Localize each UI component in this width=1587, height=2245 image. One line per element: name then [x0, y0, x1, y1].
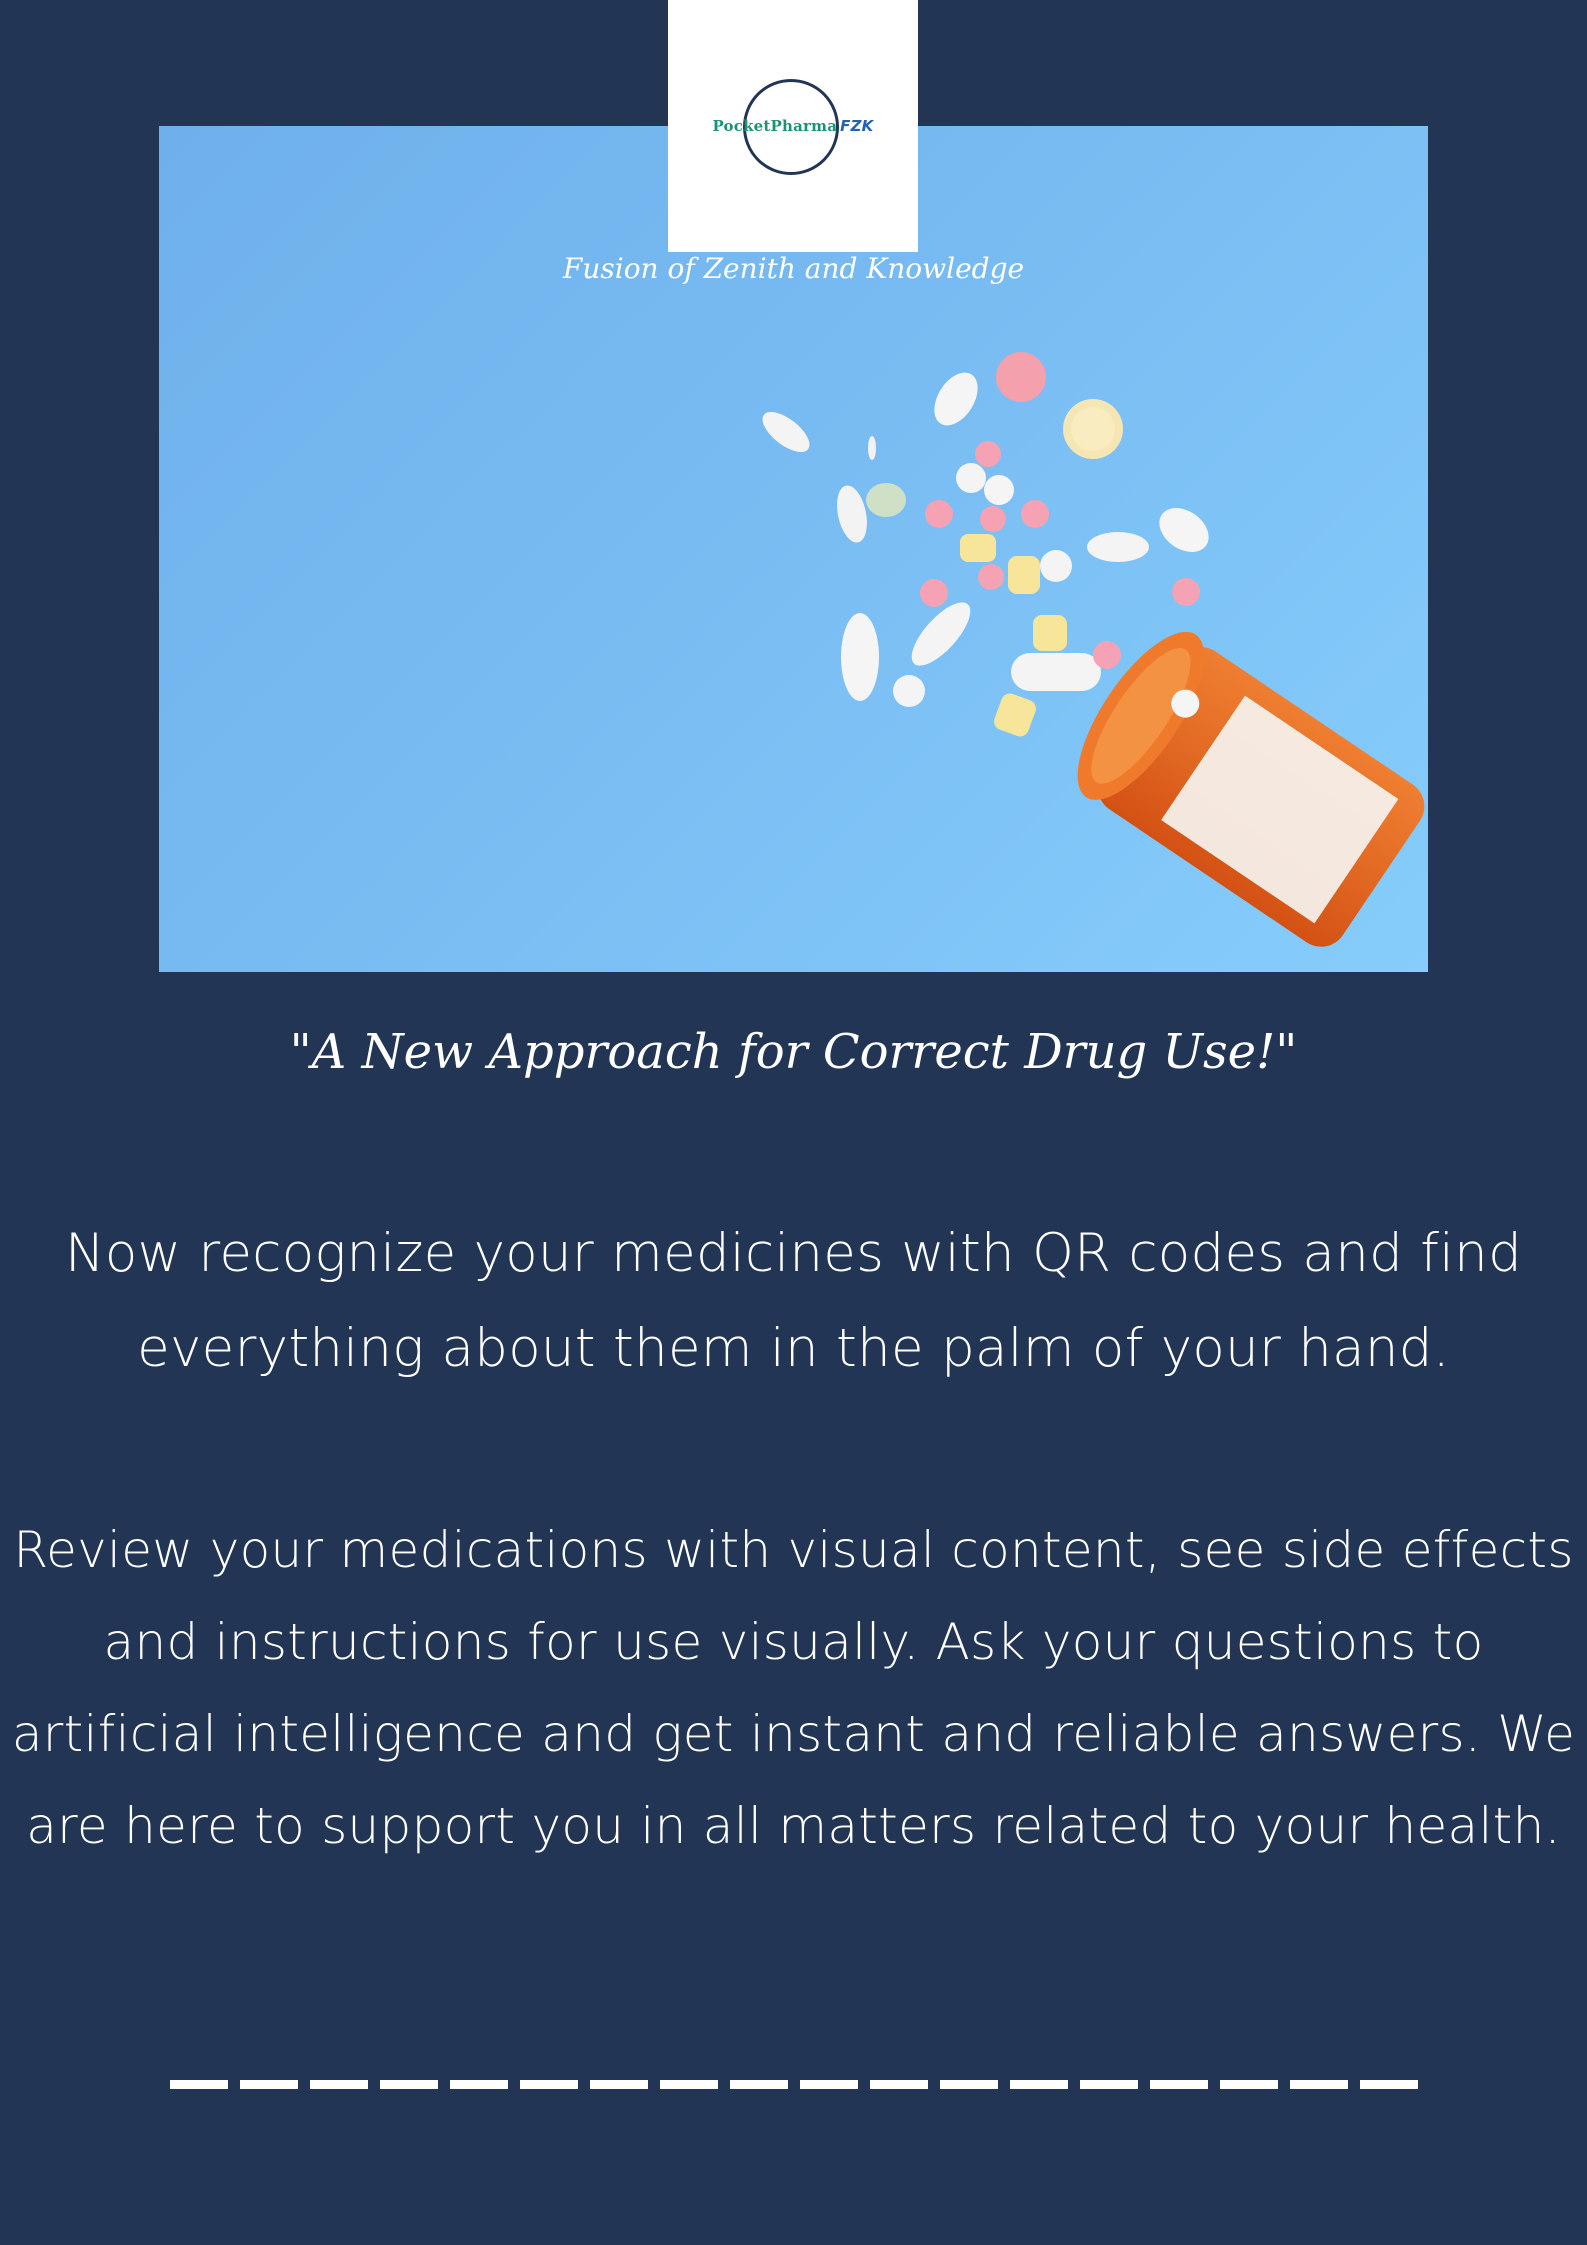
brand-name-part1: PocketPharma [712, 117, 838, 135]
slogan: "A New Approach for Correct Drug Use!" [289, 1024, 1298, 1080]
brand-name-part2: FZK [840, 117, 874, 135]
logo-ring-icon [743, 79, 839, 175]
features-paragraph: Review your medications with visual cont… [11, 1521, 1576, 1855]
brand-tagline: Fusion of Zenith and Knowledge [562, 252, 1025, 285]
pills-illustration [762, 352, 1425, 947]
hero-image [159, 126, 1428, 972]
brand-name: PocketPharma FZK [668, 117, 918, 135]
dashed-divider [170, 2080, 1420, 2089]
intro-paragraph: Now recognize your medicines with QR cod… [64, 1223, 1523, 1379]
pill-bottle [1077, 631, 1425, 947]
pills-group [762, 352, 1209, 737]
brand-logo: PocketPharma FZK [668, 0, 918, 252]
